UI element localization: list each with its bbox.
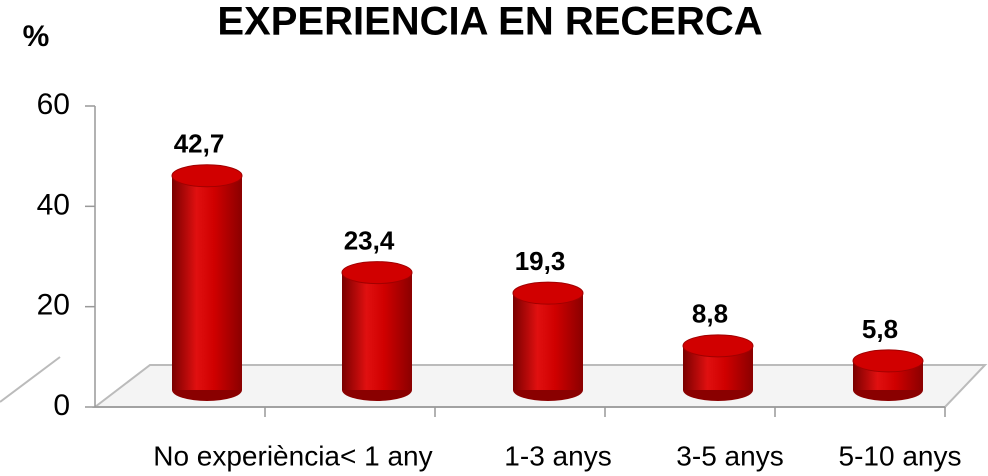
floor [0, 356, 988, 408]
value-label: 23,4 [344, 225, 395, 255]
bar [171, 164, 243, 401]
bar [682, 334, 754, 401]
bar-top [512, 281, 584, 305]
bar-top [852, 349, 924, 373]
value-label: 5,8 [862, 314, 898, 344]
x-tick-label: 1-3 anys [504, 440, 611, 471]
bar-body [172, 175, 242, 390]
bar-body [513, 293, 583, 390]
x-tick-label: 5-10 anys [839, 440, 962, 471]
y-axis-label: % [23, 20, 50, 53]
y-tick-label: 40 [37, 188, 70, 221]
bar-top [341, 261, 413, 285]
chart-title: EXPERIENCIA EN RECERCA [217, 0, 762, 44]
y-tick-label: 20 [37, 289, 70, 322]
bar [852, 349, 924, 401]
x-tick-label: < 1 any [340, 440, 433, 471]
bar-top [682, 334, 754, 358]
bar-body [342, 272, 412, 390]
bar-top [171, 164, 243, 188]
value-label: 42,7 [174, 129, 225, 159]
x-tick-label: 3-5 anys [676, 440, 783, 471]
bar [341, 261, 413, 401]
value-label: 19,3 [515, 246, 566, 276]
bar [512, 281, 584, 401]
x-tick-label: No experiència [153, 440, 340, 471]
y-tick-label: 60 [37, 88, 70, 121]
value-label: 8,8 [692, 299, 728, 329]
y-tick-label: 0 [53, 389, 70, 422]
